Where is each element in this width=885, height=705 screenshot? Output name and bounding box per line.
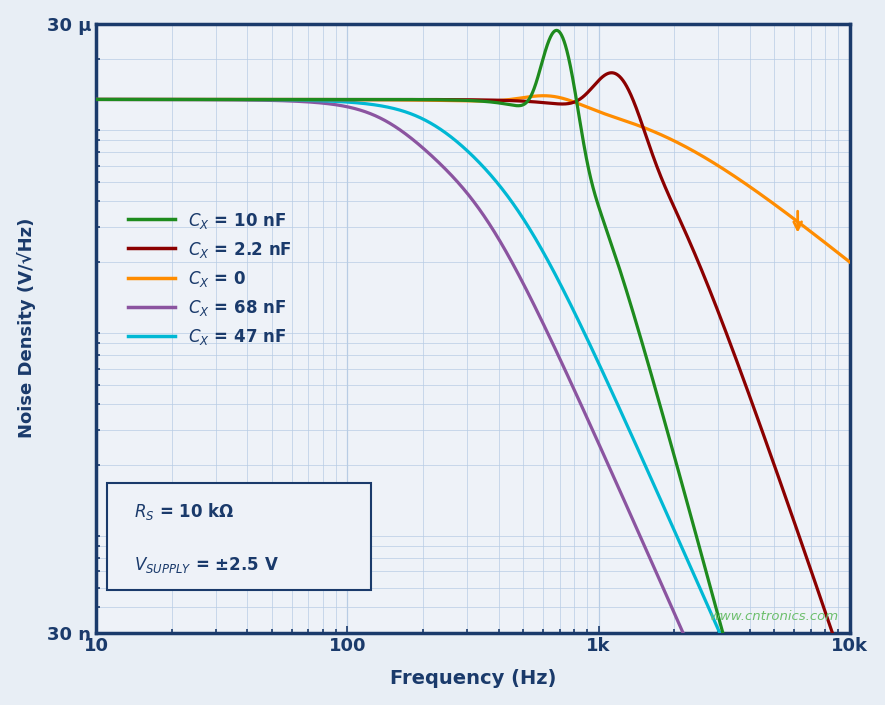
Text: www.cntronics.com: www.cntronics.com [710, 611, 838, 623]
Text: $V_{SUPPLY}$ = ±2.5 V: $V_{SUPPLY}$ = ±2.5 V [134, 556, 279, 575]
FancyBboxPatch shape [107, 484, 371, 590]
Text: $R_S$ = 10 kΩ: $R_S$ = 10 kΩ [134, 501, 235, 522]
Legend: $C_X$ = 10 nF, $C_X$ = 2.2 nF, $C_X$ = 0, $C_X$ = 68 nF, $C_X$ = 47 nF: $C_X$ = 10 nF, $C_X$ = 2.2 nF, $C_X$ = 0… [119, 202, 300, 356]
X-axis label: Frequency (Hz): Frequency (Hz) [389, 669, 556, 688]
Y-axis label: Noise Density (V/√Hz): Noise Density (V/√Hz) [17, 218, 35, 439]
